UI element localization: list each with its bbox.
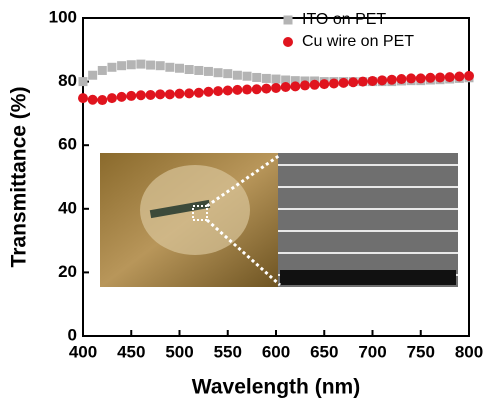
y-tick-label: 40 [58, 198, 77, 217]
data-point [175, 89, 185, 99]
data-point [290, 81, 300, 91]
data-point [214, 68, 223, 77]
x-tick-label: 450 [117, 342, 145, 361]
data-point [98, 66, 107, 75]
data-point [445, 72, 455, 82]
data-point [155, 89, 165, 99]
data-point [252, 84, 262, 94]
data-point [232, 85, 242, 95]
data-point [223, 86, 233, 96]
data-point [146, 61, 155, 70]
data-point [425, 73, 435, 83]
data-point [185, 65, 194, 74]
inset-images [100, 153, 458, 287]
data-point [243, 72, 252, 81]
data-point [223, 69, 232, 78]
y-tick-label: 80 [58, 71, 77, 90]
data-point [107, 63, 116, 72]
data-point [310, 80, 320, 90]
data-point [281, 82, 291, 92]
data-point [319, 79, 329, 89]
data-point [339, 78, 349, 88]
data-point [156, 61, 165, 70]
data-point [194, 88, 204, 98]
x-tick-label: 500 [165, 342, 193, 361]
data-point [107, 93, 117, 103]
data-point [272, 75, 281, 84]
data-point [261, 84, 271, 94]
x-axis-label: Wavelength (nm) [192, 376, 360, 399]
x-tick-label: 700 [358, 342, 386, 361]
data-point [203, 87, 213, 97]
data-point [194, 66, 203, 75]
data-point [377, 75, 387, 85]
data-point [454, 72, 464, 82]
data-point [213, 86, 223, 96]
data-point [271, 83, 281, 93]
chart: Wavelength (nm) Transmittance (%) 400450… [0, 0, 487, 408]
data-point [406, 73, 416, 83]
x-tick-label: 400 [69, 342, 97, 361]
data-point [435, 72, 445, 82]
x-tick-label: 750 [407, 342, 435, 361]
x-tick-label: 800 [455, 342, 483, 361]
data-point [117, 61, 126, 70]
x-tick-label: 650 [310, 342, 338, 361]
data-point [283, 37, 293, 47]
data-point [329, 79, 339, 89]
data-point [78, 93, 88, 103]
data-point [126, 91, 136, 101]
data-point [136, 90, 146, 100]
data-point [165, 89, 175, 99]
data-point [184, 88, 194, 98]
data-point [88, 71, 97, 80]
data-point [252, 73, 261, 82]
data-point [358, 77, 368, 87]
data-point [387, 75, 397, 85]
legend-label: ITO on PET [302, 11, 386, 28]
data-point [284, 16, 293, 25]
x-tick-label: 600 [262, 342, 290, 361]
legend-label: Cu wire on PET [302, 33, 414, 50]
data-point [88, 95, 98, 105]
y-tick-label: 100 [49, 7, 77, 26]
data-point [165, 63, 174, 72]
data-point [233, 71, 242, 80]
data-point [262, 74, 271, 83]
data-point [300, 80, 310, 90]
y-tick-label: 60 [58, 135, 77, 154]
y-axis-label: Transmittance (%) [8, 87, 31, 268]
data-point [464, 71, 474, 81]
data-point [368, 76, 378, 86]
data-point [97, 95, 107, 105]
data-point [146, 90, 156, 100]
data-point [204, 67, 213, 76]
data-point [79, 77, 88, 86]
data-point [127, 60, 136, 69]
data-point [136, 60, 145, 69]
data-point [117, 92, 127, 102]
y-tick-label: 0 [68, 325, 77, 344]
data-point [416, 73, 426, 83]
y-tick-label: 20 [58, 262, 77, 281]
x-tick-label: 550 [214, 342, 242, 361]
data-point [348, 77, 358, 87]
inset-sem [278, 153, 458, 287]
data-point [242, 85, 252, 95]
data-point [175, 64, 184, 73]
data-point [396, 74, 406, 84]
